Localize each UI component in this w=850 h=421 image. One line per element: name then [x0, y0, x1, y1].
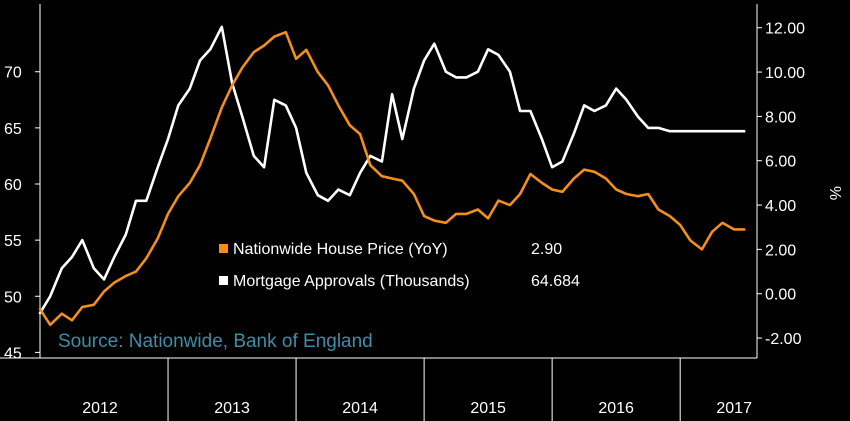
- right-tick-label: 2.00: [765, 242, 796, 259]
- right-tick-label: 6.00: [765, 154, 796, 171]
- legend-swatch-approvals: [219, 276, 228, 285]
- axes: 45 50 55 60 65 70 -2.00 0.00 2.00 4.00 6.00 8.00 10.…: [0, 4, 805, 421]
- series-layer: [38, 25, 746, 327]
- right-tick-label: 8.00: [765, 109, 796, 126]
- legend-label-house-price: Nationwide House Price (YoY): [233, 241, 448, 258]
- year-label: 2013: [214, 400, 250, 417]
- year-label: 2015: [470, 400, 506, 417]
- left-tick-label: 50: [4, 289, 22, 306]
- legend-label-approvals: Mortgage Approvals (Thousands): [233, 273, 470, 290]
- series-line-mortgage-approvals: [38, 25, 746, 315]
- legend-value-house-price: 2.90: [531, 241, 562, 258]
- source-note: Source: Nationwide, Bank of England: [58, 331, 373, 352]
- left-tick-label: 70: [4, 65, 22, 82]
- year-label: 2017: [716, 400, 752, 417]
- left-tick-label: 55: [4, 233, 22, 250]
- legend: Nationwide House Price (YoY) 2.90 Mortga…: [219, 241, 580, 290]
- left-tick-label: 65: [4, 121, 22, 138]
- right-tick-label: 0.00: [765, 287, 796, 304]
- left-tick-label: 45: [4, 345, 22, 362]
- right-tick-label: -2.00: [765, 331, 802, 348]
- legend-swatch-house-price: [219, 244, 228, 253]
- right-tick-label: 10.00: [765, 65, 805, 82]
- right-axis-unit: %: [826, 186, 843, 200]
- legend-value-approvals: 64.684: [531, 273, 580, 290]
- year-label: 2016: [598, 400, 634, 417]
- left-tick-label: 60: [4, 177, 22, 194]
- right-tick-label: 4.00: [765, 198, 796, 215]
- right-tick-label: 12.00: [765, 21, 805, 38]
- year-label: 2012: [82, 400, 118, 417]
- year-label: 2014: [342, 400, 378, 417]
- series-line-house-price: [38, 30, 746, 327]
